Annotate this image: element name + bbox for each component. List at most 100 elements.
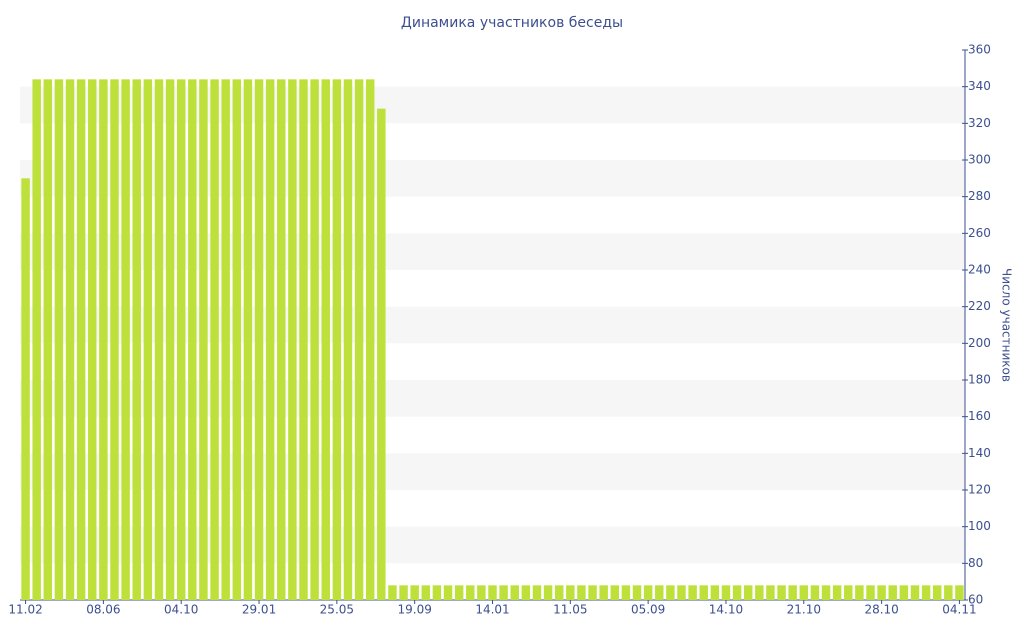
x-tick-label: 29.01 — [242, 603, 276, 617]
bar — [176, 79, 186, 601]
bar — [54, 79, 64, 601]
bar — [121, 79, 130, 601]
bar — [699, 585, 708, 600]
bar — [477, 585, 486, 600]
y-tick-label: 140 — [968, 446, 991, 460]
y-tick-label: 120 — [968, 483, 991, 497]
bar — [810, 585, 820, 600]
x-tick-label: 14.10 — [709, 603, 743, 617]
bar — [454, 585, 464, 600]
bar — [288, 79, 297, 601]
bar — [732, 585, 742, 600]
bar — [321, 79, 330, 601]
bar — [110, 79, 119, 601]
bar — [955, 585, 964, 600]
bar — [310, 79, 319, 601]
y-tick-label: 200 — [968, 336, 991, 350]
bar — [821, 585, 831, 600]
bar — [888, 585, 897, 600]
x-tick-label: 08.06 — [86, 603, 120, 617]
bar — [944, 585, 953, 600]
bar — [777, 585, 786, 600]
y-tick-label: 80 — [968, 556, 983, 570]
bar — [165, 79, 175, 601]
y-tick-label: 340 — [968, 79, 991, 93]
bar — [932, 585, 942, 600]
bar — [132, 79, 141, 601]
x-tick-label: 11.02 — [8, 603, 42, 617]
bar — [232, 79, 242, 601]
y-tick-label: 240 — [968, 263, 991, 277]
bar — [43, 79, 53, 601]
bar — [410, 585, 419, 600]
y-tick-label: 320 — [968, 116, 991, 130]
bar — [599, 585, 608, 600]
bar — [466, 585, 475, 600]
x-tick-label: 25.05 — [320, 603, 354, 617]
bar — [577, 585, 586, 600]
bar — [21, 178, 30, 601]
x-tick-label: 11.05 — [553, 603, 587, 617]
bar — [666, 585, 675, 600]
bar — [499, 585, 508, 600]
x-tick-label: 05.09 — [631, 603, 665, 617]
bar — [743, 585, 753, 600]
bar — [688, 585, 697, 600]
bar — [877, 585, 886, 600]
bar — [899, 585, 909, 600]
bar — [443, 585, 453, 600]
y-tick-label: 100 — [968, 519, 991, 533]
y-axis-label: Число участников — [1000, 268, 1014, 382]
bar — [554, 585, 564, 600]
bar — [199, 79, 208, 601]
bar — [399, 585, 408, 600]
bar — [910, 585, 920, 600]
bar — [332, 79, 342, 601]
bar — [254, 79, 264, 601]
x-tick-label: 14.01 — [475, 603, 509, 617]
bar — [88, 79, 97, 601]
bar — [721, 585, 731, 600]
bar — [655, 585, 664, 600]
bar — [421, 585, 431, 600]
bar — [343, 79, 353, 601]
y-tick-label: 160 — [968, 409, 991, 423]
bar — [588, 585, 597, 600]
x-tick-label: 04.11 — [942, 603, 976, 617]
y-tick-label: 220 — [968, 299, 991, 313]
bar — [799, 585, 809, 600]
y-tick-label: 360 — [968, 43, 991, 57]
bar — [388, 585, 397, 600]
x-tick-label: 04.10 — [164, 603, 198, 617]
bar — [65, 79, 75, 601]
chart-title: Динамика участников беседы — [401, 15, 623, 31]
y-tick-label: 180 — [968, 373, 991, 387]
bar — [632, 585, 642, 600]
bar — [265, 79, 275, 601]
bar — [610, 585, 620, 600]
bar — [866, 585, 875, 600]
x-tick-label: 28.10 — [864, 603, 898, 617]
bar — [677, 585, 686, 600]
bar — [766, 585, 775, 600]
bar — [143, 79, 153, 601]
bar — [832, 585, 842, 600]
y-tick-label: 260 — [968, 226, 991, 240]
bar — [543, 585, 553, 600]
bar — [532, 585, 542, 600]
bar — [377, 108, 386, 601]
bar — [510, 585, 519, 600]
bar — [521, 585, 531, 600]
y-tick-label: 280 — [968, 189, 991, 203]
y-tick-label: 300 — [968, 153, 991, 167]
bar — [855, 585, 864, 600]
bar — [354, 79, 364, 601]
bar — [243, 79, 253, 601]
bar — [188, 79, 197, 601]
y-tick-label: 60 — [968, 593, 983, 607]
bar — [432, 585, 442, 600]
bar — [277, 79, 286, 601]
bar — [488, 585, 497, 600]
bar — [621, 585, 631, 600]
x-tick-label: 21.10 — [787, 603, 821, 617]
